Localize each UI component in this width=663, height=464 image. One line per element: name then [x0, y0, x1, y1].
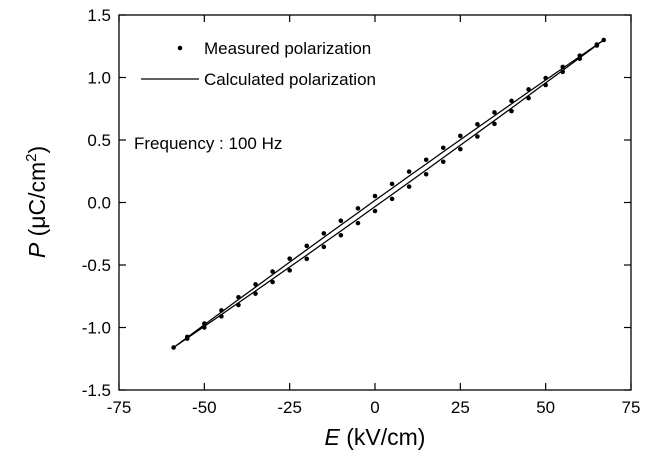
y-tick-label: 0.0: [87, 194, 111, 213]
legend-label: Calculated polarization: [204, 70, 376, 89]
y-tick-label: 1.0: [87, 69, 111, 88]
y-label-superscript: 2: [23, 154, 40, 162]
data-point: [492, 110, 497, 115]
x-tick-label: -75: [107, 398, 132, 417]
data-point: [338, 232, 344, 238]
y-axis-label: P (μC/cm2): [23, 146, 50, 258]
data-point: [440, 159, 446, 165]
annotation: Frequency : 100 Hz: [134, 134, 282, 153]
data-point: [440, 145, 446, 151]
data-point: [423, 171, 429, 177]
y-label-symbol: P: [24, 242, 50, 258]
data-point: [406, 169, 412, 174]
data-point: [458, 146, 463, 152]
y-tick-label: -0.5: [82, 256, 111, 275]
data-point: [458, 133, 463, 139]
data-point: [372, 208, 378, 214]
y-tick-label: -1.5: [82, 381, 111, 400]
data-point: [389, 196, 395, 202]
data-point: [270, 269, 275, 274]
y-label-close: ): [24, 146, 50, 154]
data-point: [509, 108, 514, 114]
y-tick-label: 1.5: [87, 6, 111, 25]
data-point: [304, 243, 310, 249]
data-point: [509, 98, 514, 104]
x-tick-label: 75: [622, 398, 641, 417]
calculated-line: [173, 39, 605, 349]
x-tick-label: 0: [370, 398, 379, 417]
data-point: [355, 206, 361, 211]
data-point: [475, 121, 480, 127]
y-label-unit: (μC/cm: [24, 162, 50, 243]
y-tick-label: -1.0: [82, 319, 111, 338]
data-point: [304, 256, 310, 262]
data-point: [321, 231, 327, 236]
data-point: [338, 218, 344, 224]
y-tick-label: 0.5: [87, 131, 111, 150]
x-tick-label: -25: [277, 398, 302, 417]
data-point: [423, 157, 429, 163]
x-tick-label: 50: [536, 398, 555, 417]
x-label-unit: (kV/cm): [340, 424, 426, 450]
data-point: [389, 181, 395, 187]
data-point: [406, 184, 412, 189]
data-point: [321, 244, 327, 250]
data-point: [492, 121, 497, 127]
x-tick-label: -50: [192, 398, 217, 417]
data-point: [287, 268, 292, 273]
data-point: [372, 193, 378, 199]
data-point: [475, 134, 480, 139]
x-label-symbol: E: [325, 424, 341, 450]
legend-label: Measured polarization: [204, 39, 371, 58]
x-axis-label: E (kV/cm): [325, 424, 426, 450]
legend-marker: [177, 45, 183, 51]
data-point: [287, 256, 292, 261]
x-tick-label: 25: [451, 398, 470, 417]
data-point: [270, 279, 275, 285]
data-point: [355, 220, 361, 226]
